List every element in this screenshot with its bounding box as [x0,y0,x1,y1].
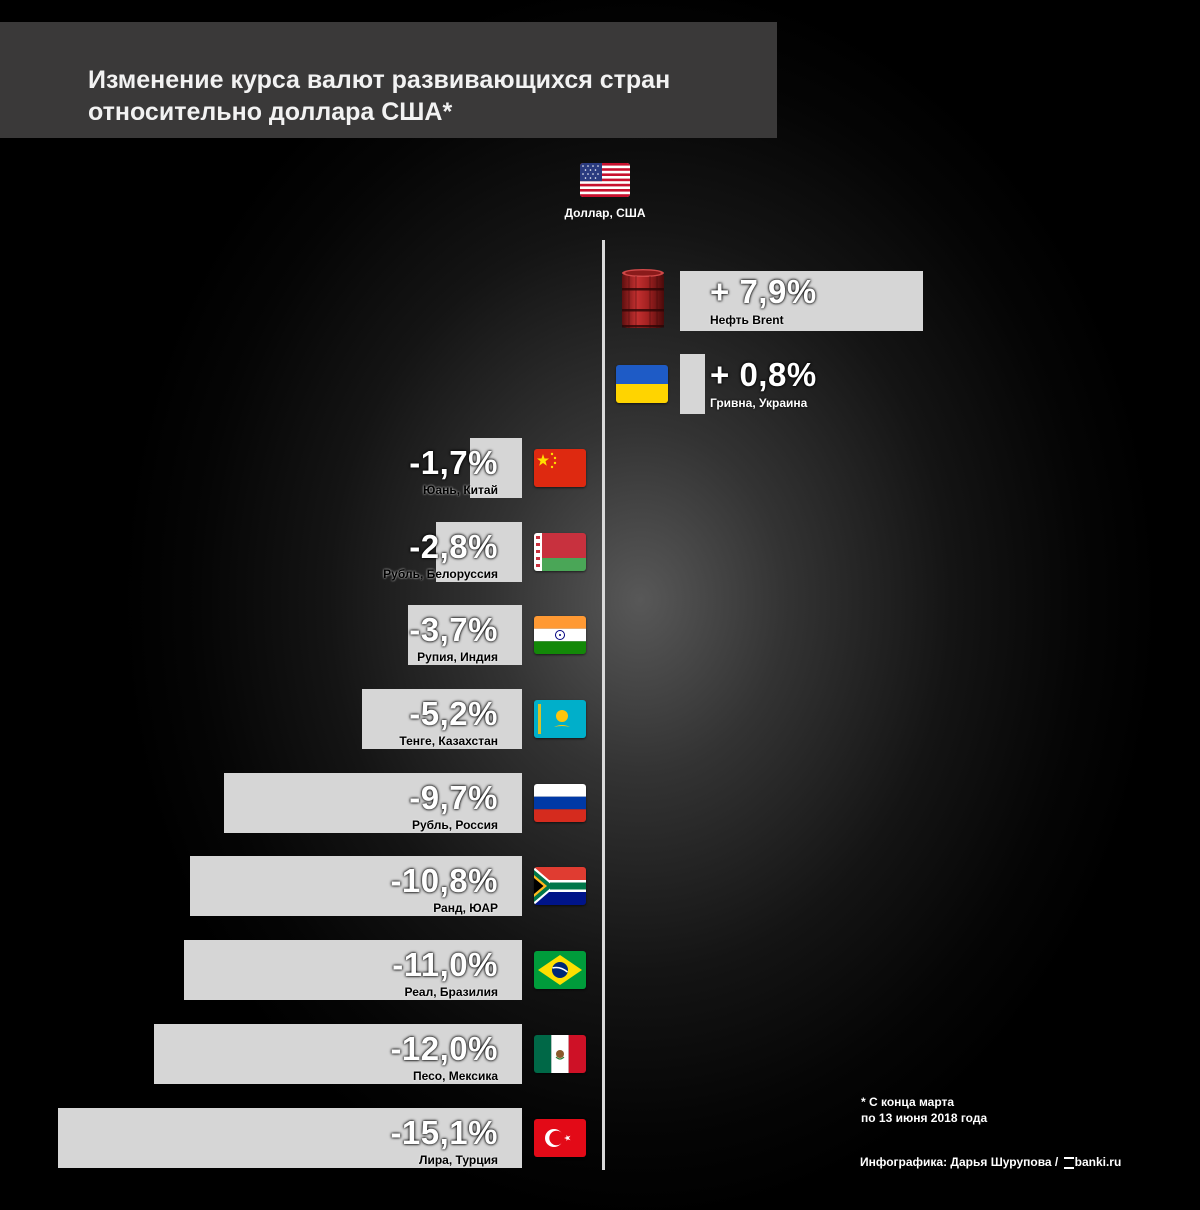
credit-text: Инфографика: Дарья Шурупова / [860,1155,1059,1169]
value-label-11: -15,1% [390,1114,498,1151]
bar-6 [362,689,522,749]
usd-label: Доллар, США [564,206,646,220]
category-label-1: Нефть Brent [710,313,784,327]
category-label-10: Песо, Мексика [412,1069,498,1083]
mexico-flag-icon [534,1035,586,1073]
china-flag-icon [534,449,586,487]
south-africa-flag-icon [534,867,586,905]
bar-7 [224,773,522,833]
value-label-7: -9,7% [409,779,498,816]
value-label-9: -11,0% [392,946,498,983]
brazil-flag-icon [534,951,586,989]
banki-logo-icon [1063,1156,1074,1169]
value-label-6: -5,2% [409,695,498,732]
banki-logo: banki.ru [1063,1155,1122,1169]
category-label-5: Рупия, Индия [417,650,498,664]
russia-flag-icon [534,784,586,822]
value-label-4: -2,8% [409,528,498,565]
bar-3 [469,438,522,498]
value-label-1: + 7,9% [710,273,817,310]
category-label-2: Гривна, Украина [710,396,808,410]
bar-8 [190,856,522,916]
category-label-11: Лира, Турция [419,1153,498,1167]
belarus-flag-icon [534,533,586,571]
turkey-flag-icon [534,1119,586,1157]
credit: Инфографика: Дарья Шурупова / banki.ru [860,1155,1121,1169]
category-label-8: Ранд, ЮАР [433,901,498,915]
category-label-9: Реал, Бразилия [404,985,498,999]
usa-flag-icon [580,163,630,197]
value-label-2: + 0,8% [710,356,817,393]
ukraine-flag-icon [616,365,668,403]
chart-title: Изменение курса валют развивающихся стра… [88,66,671,126]
bar-5 [408,605,522,665]
value-label-10: -12,0% [390,1030,498,1067]
footnote-line-1: * С конца марта [861,1095,955,1109]
bar-2 [680,354,705,414]
title-box: Изменение курса валют развивающихся стра… [0,22,777,138]
category-label-4: Рубль, Белоруссия [383,567,498,581]
footnote: * С конца марта по 13 июня 2018 года [861,1094,987,1126]
bar-11 [58,1108,522,1168]
value-label-3: -1,7% [409,444,498,481]
bar-10 [153,1024,522,1084]
category-label-6: Тенге, Казахстан [399,734,498,748]
bar-9 [184,940,522,1000]
zero-axis-line [602,240,605,1170]
kazakhstan-flag-icon [534,700,586,738]
category-label-7: Рубль, Россия [411,818,498,832]
oil-barrel-icon [622,269,664,328]
value-label-5: -3,7% [409,611,498,648]
india-flag-icon [534,616,586,654]
value-label-8: -10,8% [390,862,498,899]
bar-4 [436,522,522,582]
bar-1 [680,271,923,331]
banki-logo-text: banki.ru [1074,1155,1122,1169]
footnote-line-2: по 13 июня 2018 года [861,1111,988,1125]
category-label-3: Юань, Китай [423,483,498,497]
